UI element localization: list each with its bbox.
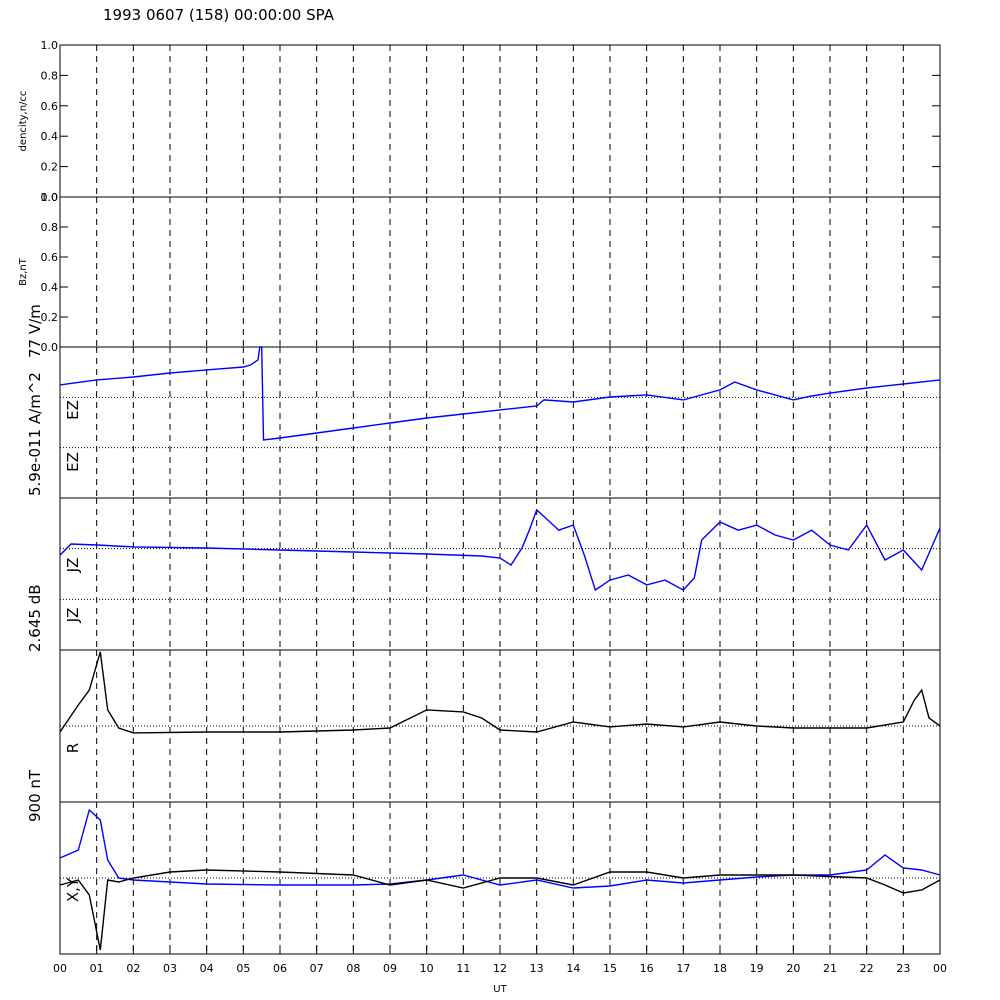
x-tick-label: 12 <box>493 962 507 975</box>
x-tick-label: 17 <box>676 962 690 975</box>
y-tick-label: 0.8 <box>41 69 59 82</box>
y-axis-label: dencity,n/cc <box>18 91 29 152</box>
x-tick-label: 19 <box>750 962 764 975</box>
data-line <box>59 808 941 889</box>
data-line <box>59 508 941 592</box>
x-tick-label: 06 <box>273 962 287 975</box>
panel-label: JZ <box>64 558 82 574</box>
y-tick-label: 0.6 <box>41 251 59 264</box>
x-tick-label: 20 <box>786 962 800 975</box>
x-tick-label: 02 <box>126 962 140 975</box>
scale-label: 900 nT <box>26 769 44 822</box>
x-tick-label: 15 <box>603 962 617 975</box>
x-tick-label: 00 <box>933 962 947 975</box>
x-tick-label: 14 <box>566 962 580 975</box>
x-tick-label: 18 <box>713 962 727 975</box>
x-tick-label: 16 <box>640 962 654 975</box>
x-tick-label: 23 <box>896 962 910 975</box>
x-tick-label: 05 <box>236 962 250 975</box>
y-tick-label: 0.0 <box>41 341 59 354</box>
y-tick-label: 0.4 <box>41 281 59 294</box>
y-tick-label: 1.0 <box>41 191 59 204</box>
y-axis-label: Bz,nT <box>18 257 29 286</box>
y-tick-label: 0.6 <box>41 100 59 113</box>
scale-label: 77 V/m <box>26 304 44 358</box>
x-tick-label: 10 <box>420 962 434 975</box>
y-tick-label: 0.4 <box>41 130 59 143</box>
y-tick-label: 1.0 <box>41 39 59 52</box>
data-line <box>59 651 941 734</box>
scale-label: 2.645 dB <box>26 584 44 652</box>
x-tick-label: 13 <box>530 962 544 975</box>
panel-label: EZ <box>64 400 82 420</box>
panel-label: JZ <box>64 608 82 624</box>
x-tick-label: 01 <box>90 962 104 975</box>
x-tick-label: 09 <box>383 962 397 975</box>
x-tick-label: 04 <box>200 962 214 975</box>
y-tick-label: 0.2 <box>41 311 59 324</box>
chart-title: 1993 0607 (158) 00:00:00 SPA <box>103 6 335 24</box>
x-tick-label: 21 <box>823 962 837 975</box>
scale-label: 5.9e-011 A/m^2 <box>26 372 44 496</box>
x-tick-label: 08 <box>346 962 360 975</box>
x-tick-label: 11 <box>456 962 470 975</box>
y-tick-label: 0.0 <box>41 191 59 204</box>
x-tick-label: 00 <box>53 962 67 975</box>
x-tick-label: 22 <box>860 962 874 975</box>
panel-label: EZ <box>64 452 82 472</box>
data-line <box>59 869 941 951</box>
x-tick-label: 07 <box>310 962 324 975</box>
y-tick-label: 0.2 <box>41 161 59 174</box>
data-line <box>59 346 941 441</box>
x-axis-label: UT <box>493 984 507 995</box>
y-tick-label: 0.8 <box>41 221 59 234</box>
panel-label: R <box>64 743 82 753</box>
x-tick-label: 03 <box>163 962 177 975</box>
